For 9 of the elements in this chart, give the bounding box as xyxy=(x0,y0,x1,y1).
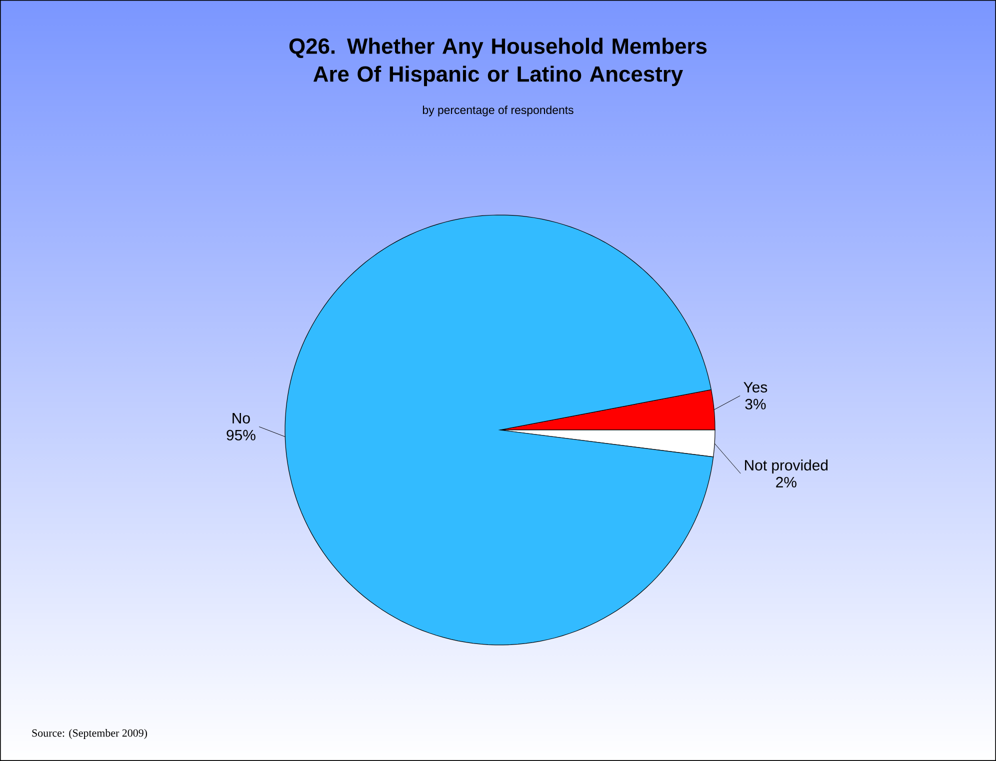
chart-subtitle: by percentage of respondents xyxy=(422,106,574,116)
data-label: 3% xyxy=(745,398,766,410)
slice-label: No xyxy=(232,413,250,424)
data-label: 95% xyxy=(226,430,256,440)
chart-title: Q26. Whether Any Household Members Are Of Hispanic or Latino Ancestry xyxy=(289,38,707,86)
slice-label: Yes xyxy=(744,382,768,392)
source-note: Source: (September 2009) xyxy=(32,729,148,739)
data-label: 2% xyxy=(776,476,796,488)
slice-label: Not provided xyxy=(745,460,828,474)
